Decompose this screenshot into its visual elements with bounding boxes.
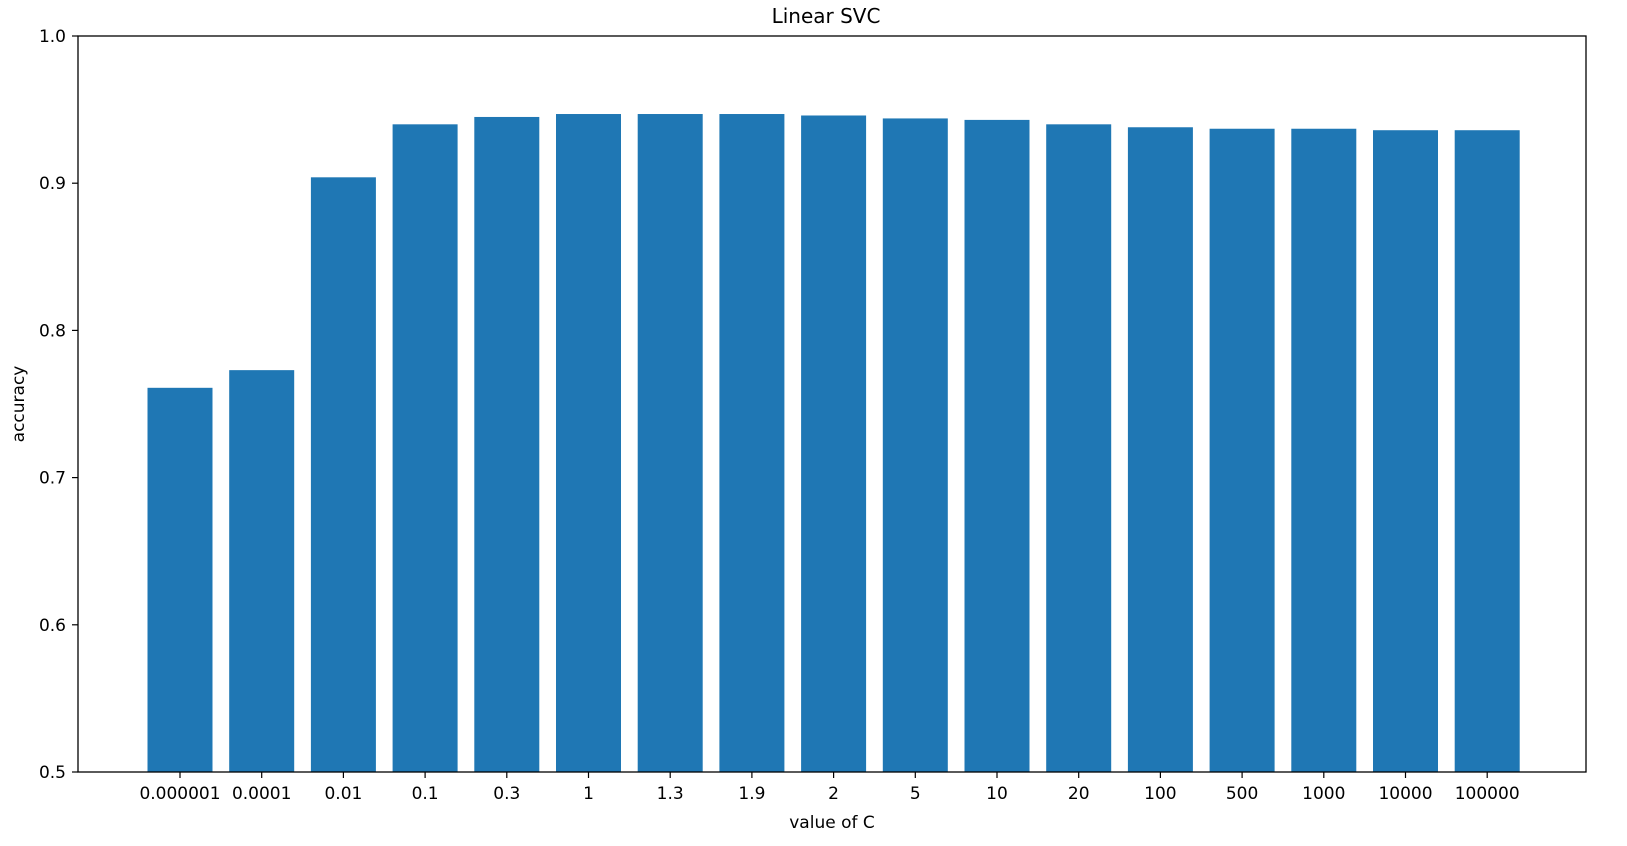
y-tick-label: 0.7 (39, 469, 66, 489)
bar-10 (964, 119, 1030, 772)
x-tick-label: 1.9 (738, 784, 765, 804)
x-tick-label: 1 (583, 784, 594, 804)
x-tick-label: 0.0001 (232, 784, 291, 804)
y-axis-ticks: 0.5 0.6 0.7 0.8 0.9 1.0 (39, 27, 78, 783)
y-tick-label: 0.9 (39, 174, 66, 194)
x-tick-label: 10 (986, 784, 1008, 804)
bar-20 (1046, 124, 1112, 772)
y-tick-label: 0.6 (39, 616, 66, 636)
x-tick-label: 1.3 (657, 784, 684, 804)
bar-500 (1209, 128, 1275, 773)
y-tick-label: 0.5 (39, 763, 66, 783)
bar-1 (556, 114, 621, 772)
x-tick-label: 20 (1068, 784, 1090, 804)
y-tick-label: 0.8 (39, 321, 66, 341)
bar-0.000001 (147, 387, 213, 772)
x-tick-label: 0.01 (324, 784, 362, 804)
x-tick-label: 2 (828, 784, 839, 804)
bar-100 (1127, 127, 1193, 772)
bar-0.0001 (229, 370, 295, 772)
x-tick-label: 100 (1144, 784, 1176, 804)
x-tick-label: 100000 (1455, 784, 1520, 804)
bar-1.3 (637, 114, 703, 772)
bar-0.01 (310, 177, 376, 772)
bar-100000 (1454, 130, 1520, 772)
bar-1.9 (719, 114, 785, 772)
bars-group (147, 114, 1520, 773)
x-tick-label: 1000 (1302, 784, 1345, 804)
plot-frame (77, 35, 1587, 773)
x-axis-label: value of C (789, 813, 875, 833)
x-tick-label: 10000 (1378, 784, 1432, 804)
bar-1000 (1291, 128, 1357, 773)
x-tick-label: 0.1 (412, 784, 439, 804)
bar-0.3 (474, 116, 540, 772)
x-tick-label: 0.000001 (139, 784, 220, 804)
x-axis-ticks: 0.000001 0.0001 0.01 0.1 0.3 1 1.3 1.9 2 5 10 20 100… (139, 772, 1520, 804)
bar-5 (882, 118, 948, 773)
bar-0.1 (392, 124, 458, 772)
bar-10000 (1373, 130, 1438, 772)
x-tick-label: 0.3 (493, 784, 520, 804)
chart-title: Linear SVC (772, 4, 881, 28)
x-tick-label: 5 (910, 784, 921, 804)
x-tick-label: 500 (1226, 784, 1258, 804)
y-axis-label: accuracy (9, 366, 29, 443)
y-tick-label: 1.0 (39, 27, 66, 47)
bar-2 (801, 115, 867, 773)
